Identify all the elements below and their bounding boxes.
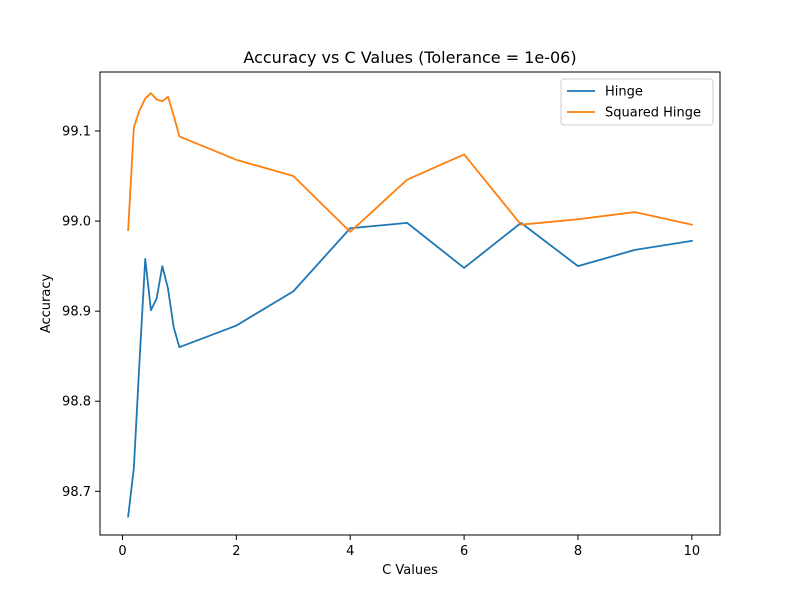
- y-tick-label: 99.1: [62, 125, 91, 140]
- legend: Hinge Squared Hinge: [560, 78, 714, 126]
- series-group: [127, 92, 693, 518]
- y-axis: 98.7 98.8 98.9 99.0 99.1: [62, 125, 100, 500]
- y-tick-label: 98.7: [62, 485, 91, 500]
- x-axis: 0 2 4 6 8 10: [118, 535, 700, 559]
- chart-title: Accuracy vs C Values (Tolerance = 1e-06): [243, 48, 576, 67]
- x-tick-label: 2: [232, 544, 240, 559]
- x-axis-title: C Values: [382, 563, 438, 578]
- y-axis-title: Accuracy: [39, 274, 54, 334]
- y-tick-label: 98.9: [62, 305, 91, 320]
- y-tick-label: 98.8: [62, 395, 91, 410]
- series-line-squared-hinge: [127, 92, 693, 233]
- x-tick-label: 4: [346, 544, 354, 559]
- legend-box: [560, 78, 714, 126]
- legend-label-hinge: Hinge: [605, 85, 643, 100]
- x-tick-label: 10: [684, 544, 701, 559]
- legend-label-squared-hinge: Squared Hinge: [605, 106, 701, 121]
- plot-frame: [99, 71, 721, 536]
- x-tick-label: 6: [460, 544, 468, 559]
- x-tick-label: 8: [574, 544, 582, 559]
- series-line-hinge: [127, 221, 693, 518]
- y-tick-label: 99.0: [62, 215, 91, 230]
- x-tick-label: 0: [118, 544, 126, 559]
